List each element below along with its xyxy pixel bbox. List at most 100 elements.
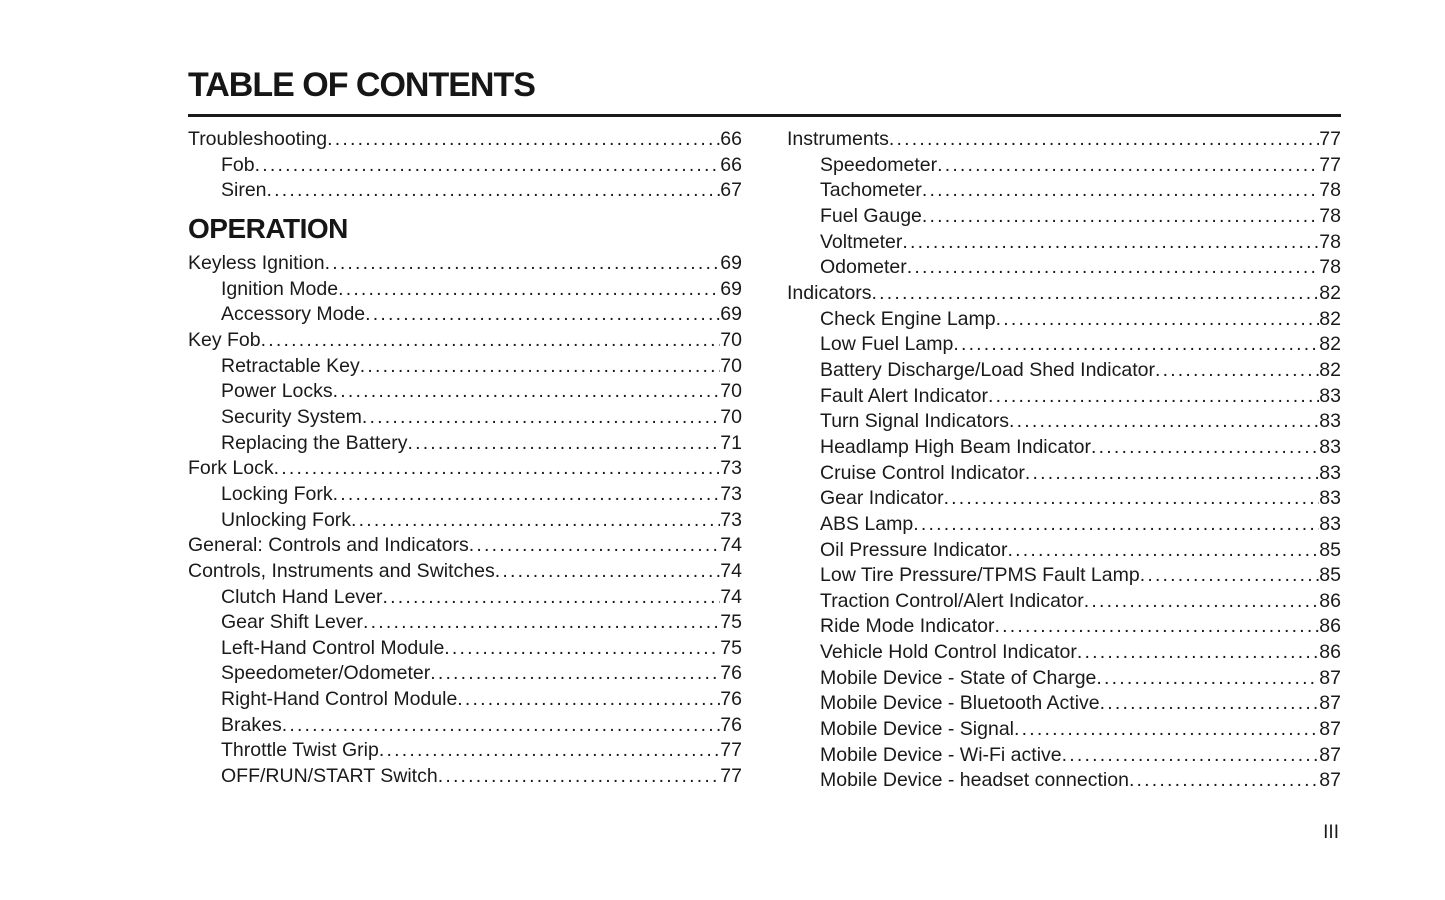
toc-entry-page: 77 [720,739,742,762]
toc-entry-page: 83 [1319,384,1341,407]
dot-leader [362,405,720,431]
toc-entry-label: Brakes [221,713,282,736]
dot-leader [1009,409,1319,435]
toc-entry-page: 76 [720,662,742,685]
toc-entry: Ignition Mode 69 [188,277,742,303]
dot-leader [1084,589,1320,615]
dot-leader [1100,691,1320,717]
dot-leader [365,302,720,328]
toc-entry: Indicators 82 [787,281,1341,307]
toc-entry: Accessory Mode 69 [188,302,742,328]
toc-entry-page: 86 [1319,615,1341,638]
toc-entry: OFF/RUN/START Switch 77 [188,764,742,790]
dot-leader [1129,768,1319,794]
page-content: TABLE OF CONTENTS Troubleshooting 66 Fob 66… [188,0,1341,794]
dot-leader [333,482,721,508]
dot-leader [430,661,720,687]
toc-entry-label: OFF/RUN/START Switch [221,765,438,788]
toc-entry: Fuel Gauge 78 [787,204,1341,230]
toc-entry-page: 83 [1319,435,1341,458]
dot-leader [1091,435,1319,461]
toc-entry-label: General: Controls and Indicators [188,534,469,557]
toc-entry-page: 87 [1319,769,1341,792]
toc-entry-label: Mobile Device - headset connection [820,769,1129,792]
dot-leader [255,153,721,179]
toc-entry-label: Check Engine Lamp [820,307,996,330]
toc-entry-page: 67 [720,179,742,202]
toc-entry: Unlocking Fork 73 [188,508,742,534]
dot-leader [1096,666,1319,692]
toc-entry-label: Key Fob [188,328,261,351]
dot-leader [457,687,720,713]
toc-entry-label: Speedometer [820,153,938,176]
toc-entry-page: 83 [1319,461,1341,484]
toc-entry-label: Mobile Device - Signal [820,718,1015,741]
toc-entry-page: 73 [720,508,742,531]
dot-leader [261,328,721,354]
dot-leader [363,610,720,636]
toc-entry-page: 77 [720,765,742,788]
toc-entry: Controls, Instruments and Switches 74 [188,559,742,585]
toc-entry-label: Ignition Mode [221,277,339,300]
toc-column-left: Troubleshooting 66 Fob 66 Siren 67 OPERATION Ke… [188,127,742,794]
dot-leader [333,379,721,405]
toc-entry: General: Controls and Indicators 74 [188,533,742,559]
toc-entry-page: 69 [720,277,742,300]
toc-entry-label: Traction Control/Alert Indicator [820,589,1084,612]
toc-entry: Odometer 78 [787,255,1341,281]
toc-entry: Vehicle Hold Control Indicator 86 [787,640,1341,666]
toc-entry: Speedometer/Odometer 76 [188,661,742,687]
dot-leader [1025,461,1319,487]
toc-entry-label: Power Locks [221,380,333,403]
toc-entry: Locking Fork 73 [188,482,742,508]
toc-entry-page: 74 [720,585,742,608]
toc-entry-page: 86 [1319,641,1341,664]
toc-entry-label: Troubleshooting [188,128,328,150]
toc-entry-page: 83 [1319,410,1341,433]
toc-entry-page: 87 [1319,743,1341,766]
toc-entry-page: 82 [1319,281,1341,304]
toc-entry-label: Turn Signal Indicators [820,410,1009,433]
toc-entry-label: Odometer [820,256,907,279]
dot-leader [325,251,721,277]
toc-entry-label: Mobile Device - Bluetooth Active [820,692,1100,715]
toc-entry-page: 66 [720,128,742,150]
toc-entry: Keyless Ignition 69 [188,251,742,277]
toc-entry: Right-Hand Control Module 76 [188,687,742,713]
dot-leader [438,764,721,790]
toc-entry-page: 83 [1319,512,1341,535]
toc-entry-page: 74 [720,534,742,557]
dot-leader [889,127,1319,153]
toc-entry: Low Fuel Lamp 82 [787,332,1341,358]
toc-entry: Tachometer 78 [787,178,1341,204]
toc-entry-page: 82 [1319,307,1341,330]
dot-leader [383,585,721,611]
dot-leader [351,508,720,534]
toc-entry-page: 87 [1319,692,1341,715]
toc-entry-page: 78 [1319,230,1341,253]
toc-entry-label: Ride Mode Indicator [820,615,995,638]
toc-entry: Troubleshooting 66 [188,127,742,153]
dot-leader [327,127,720,153]
toc-entry-page: 76 [720,713,742,736]
toc-entry-label: Fuel Gauge [820,204,922,227]
toc-entry-label: Low Tire Pressure/TPMS Fault Lamp [820,564,1140,587]
toc-entry: ABS Lamp 83 [787,512,1341,538]
toc-entry-label: Retractable Key [221,354,360,377]
dot-leader [469,533,721,559]
toc-entry-page: 66 [720,153,742,176]
toc-entry: Mobile Device - Wi-Fi active 87 [787,743,1341,769]
toc-entry-page: 74 [720,559,742,582]
toc-entry-label: Tachometer [820,179,922,202]
toc-entry-label: Mobile Device - State of Charge [820,666,1097,689]
toc-entry-page: 71 [720,431,742,454]
toc-entry: Mobile Device - Bluetooth Active 87 [787,691,1341,717]
toc-entry-page: 78 [1319,204,1341,227]
toc-entry: Oil Pressure Indicator 85 [787,538,1341,564]
dot-leader [274,456,721,482]
toc-entry: Speedometer 77 [787,153,1341,179]
toc-entry: Left-Hand Control Module 75 [188,636,742,662]
toc-entry-page: 83 [1319,487,1341,510]
toc-entry-label: Oil Pressure Indicator [820,538,1008,561]
toc-entry-label: Instruments [787,128,889,150]
